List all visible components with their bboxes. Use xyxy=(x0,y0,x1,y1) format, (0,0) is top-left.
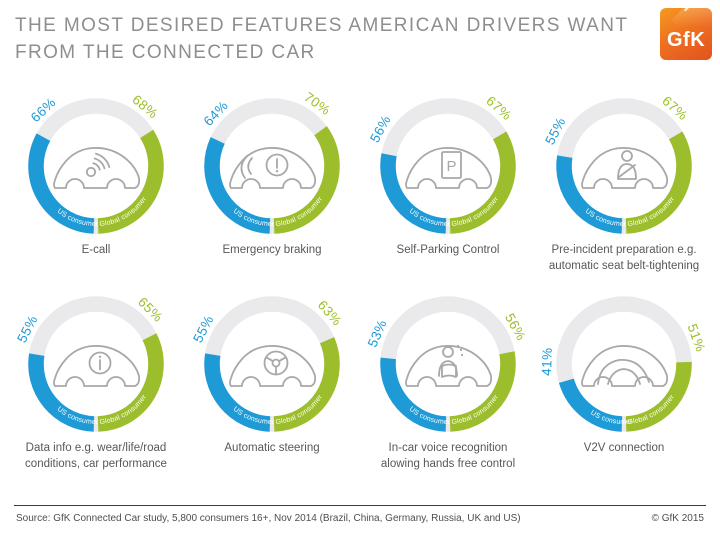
page-title: THE MOST DESIRED FEATURES AMERICAN DRIVE… xyxy=(15,15,629,63)
data-info-car-icon xyxy=(53,345,141,387)
global-consumer-arc xyxy=(97,129,164,234)
us-consumer-arc xyxy=(558,378,623,432)
us-consumer-arc xyxy=(380,357,447,432)
seat-belt-car-icon xyxy=(581,147,669,189)
ecall-car-icon xyxy=(53,147,141,189)
us-consumer-arc xyxy=(380,153,447,234)
v2v-connection-car-icon xyxy=(581,345,669,387)
global-consumer-arc xyxy=(97,333,164,432)
us-consumer-ring-label: US consumer xyxy=(584,208,627,228)
global-consumer-arc xyxy=(449,131,516,234)
us-percent-label: 41% xyxy=(539,347,555,376)
gfk-logo: GfK xyxy=(660,8,712,60)
us-consumer-ring-label: US consumer xyxy=(408,208,451,228)
header: THE MOST DESIRED FEATURES AMERICAN DRIVE… xyxy=(0,0,720,88)
feature-label: Self-Parking Control xyxy=(396,244,500,256)
feature-label: V2V connection xyxy=(583,442,665,454)
voice-recognition-car-icon xyxy=(405,344,493,387)
copyright-note: © GfK 2015 xyxy=(651,513,704,524)
feature-card: 53% 56% US consumer Global consumer In-car … xyxy=(360,286,536,474)
global-consumer-arc xyxy=(273,337,340,432)
global-consumer-arc xyxy=(625,131,692,234)
global-consumer-arc xyxy=(273,126,340,234)
automatic-steering-car-icon xyxy=(229,345,317,387)
donut-chart: 66% 68%US consumer Global consumer xyxy=(28,92,164,234)
feature-label: Data info e.g. wear/life/road conditions… xyxy=(25,442,167,471)
us-consumer-arc xyxy=(28,133,95,234)
feature-label: E-call xyxy=(81,244,111,256)
feature-card: 64% 70% US consumer Global consumer Emergen… xyxy=(184,88,360,276)
feature-label: Pre-incident preparation e.g. automatic … xyxy=(548,244,700,273)
donut-grid: 66% 68% US consumer Global consumer E-call … xyxy=(0,88,720,474)
feature-card: 66% 68% US consumer Global consumer E-call xyxy=(8,88,184,276)
feature-label: In-car voice recognition alowing hands f… xyxy=(380,442,516,471)
gfk-logo-text: GfK xyxy=(667,29,706,51)
feature-card: 55% 65% US consumer Global consumer Data in… xyxy=(8,286,184,474)
global-consumer-arc xyxy=(449,351,516,432)
donut-chart: 55%65%US consumer Global consumer xyxy=(14,294,166,432)
donut-chart: 64% 70%US consumer Global consumer xyxy=(201,89,340,234)
feature-card: 55% 67% US consumer Global consumer Pre-inc… xyxy=(536,88,712,276)
us-consumer-arc xyxy=(204,353,271,432)
us-consumer-arc xyxy=(556,155,623,234)
emergency-braking-car-icon xyxy=(229,147,317,189)
us-consumer-ring-label: US consumer xyxy=(56,208,99,228)
donut-chart: 55% 63%US consumer Global consumer xyxy=(190,296,345,432)
us-consumer-ring-label: US consumer xyxy=(408,406,451,426)
feature-label: Emergency braking xyxy=(222,244,322,256)
us-consumer-arc xyxy=(204,137,271,234)
self-parking-car-icon: P xyxy=(405,147,493,189)
svg-text:P: P xyxy=(446,158,456,175)
donut-chart: 55%67%US consumer Global consumer xyxy=(542,93,692,234)
footer: Source: GfK Connected Car study, 5,800 c… xyxy=(0,505,720,539)
feature-card: 41% 51% US consumer Global consumer V2V con… xyxy=(536,286,712,474)
us-consumer-ring-label: US consumer xyxy=(56,406,99,426)
global-consumer-arc xyxy=(625,361,692,432)
donut-chart: 53% 56%US consumer Global consumer xyxy=(365,296,529,432)
footer-divider xyxy=(14,505,706,506)
us-consumer-arc xyxy=(28,353,95,432)
us-consumer-ring-label: US consumer xyxy=(232,208,275,228)
us-consumer-ring-label: US consumer xyxy=(232,406,275,426)
feature-card: 56% 67% US consumer Global consumer P Self-P… xyxy=(360,88,536,276)
feature-card: 55% 63% US consumer Global consumer Automat… xyxy=(184,286,360,474)
source-note: Source: GfK Connected Car study, 5,800 c… xyxy=(16,513,521,524)
feature-label: Automatic steering xyxy=(224,442,320,454)
